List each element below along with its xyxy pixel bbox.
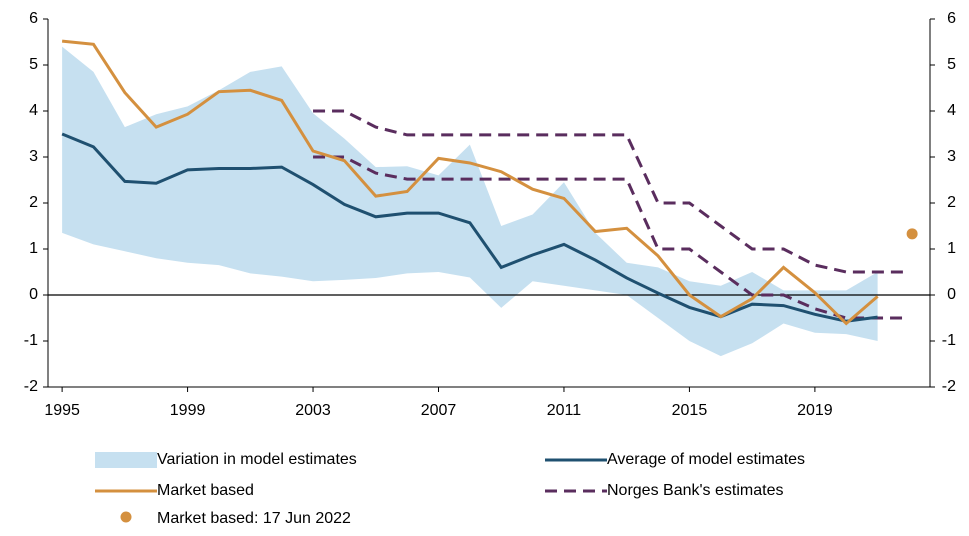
norges-bank-high xyxy=(313,109,909,274)
x-tick-label: 2003 xyxy=(295,402,331,419)
legend-label: Market based: 17 Jun 2022 xyxy=(157,510,351,527)
legend-swatch xyxy=(95,452,157,468)
y-tick-label: 0 xyxy=(29,286,38,303)
y2-tick-label: 1 xyxy=(947,240,956,257)
y2-tick-label: 4 xyxy=(947,102,956,119)
legend-label: Variation in model estimates xyxy=(157,451,357,468)
legend-label: Market based xyxy=(157,482,254,499)
y-tick-label: 6 xyxy=(29,10,38,27)
y2-tick-label: 3 xyxy=(947,148,956,165)
y-tick-label: 5 xyxy=(29,56,38,73)
y-tick-label: 2 xyxy=(29,194,38,211)
point xyxy=(906,228,918,240)
y2-tick-label: -2 xyxy=(942,378,956,395)
y-tick-label: 3 xyxy=(29,148,38,165)
y2-tick-label: 5 xyxy=(947,56,956,73)
legend-label: Norges Bank's estimates xyxy=(607,482,783,499)
band-area xyxy=(62,46,878,357)
x-tick-label: 1995 xyxy=(44,402,80,419)
y-tick-label: 1 xyxy=(29,240,38,257)
x-tick-label: 2011 xyxy=(547,402,582,419)
series-line xyxy=(61,132,878,323)
x-tick-label: 2015 xyxy=(672,402,708,419)
y2-tick-label: -1 xyxy=(942,332,956,349)
x-tick-label: 2007 xyxy=(421,402,457,419)
y-tick-label: -1 xyxy=(24,332,38,349)
series-line xyxy=(61,39,879,326)
legend-swatch xyxy=(120,511,132,523)
legend-label: Average of model estimates xyxy=(607,451,805,468)
x-tick-label: 2019 xyxy=(797,402,833,419)
y-tick-label: -2 xyxy=(24,378,38,395)
y2-tick-label: 2 xyxy=(947,194,956,211)
y2-tick-label: 6 xyxy=(947,10,956,27)
y2-tick-label: 0 xyxy=(947,286,956,303)
norges-bank-low xyxy=(313,155,909,320)
x-tick-label: 1999 xyxy=(170,402,206,419)
y-tick-label: 4 xyxy=(29,102,38,119)
